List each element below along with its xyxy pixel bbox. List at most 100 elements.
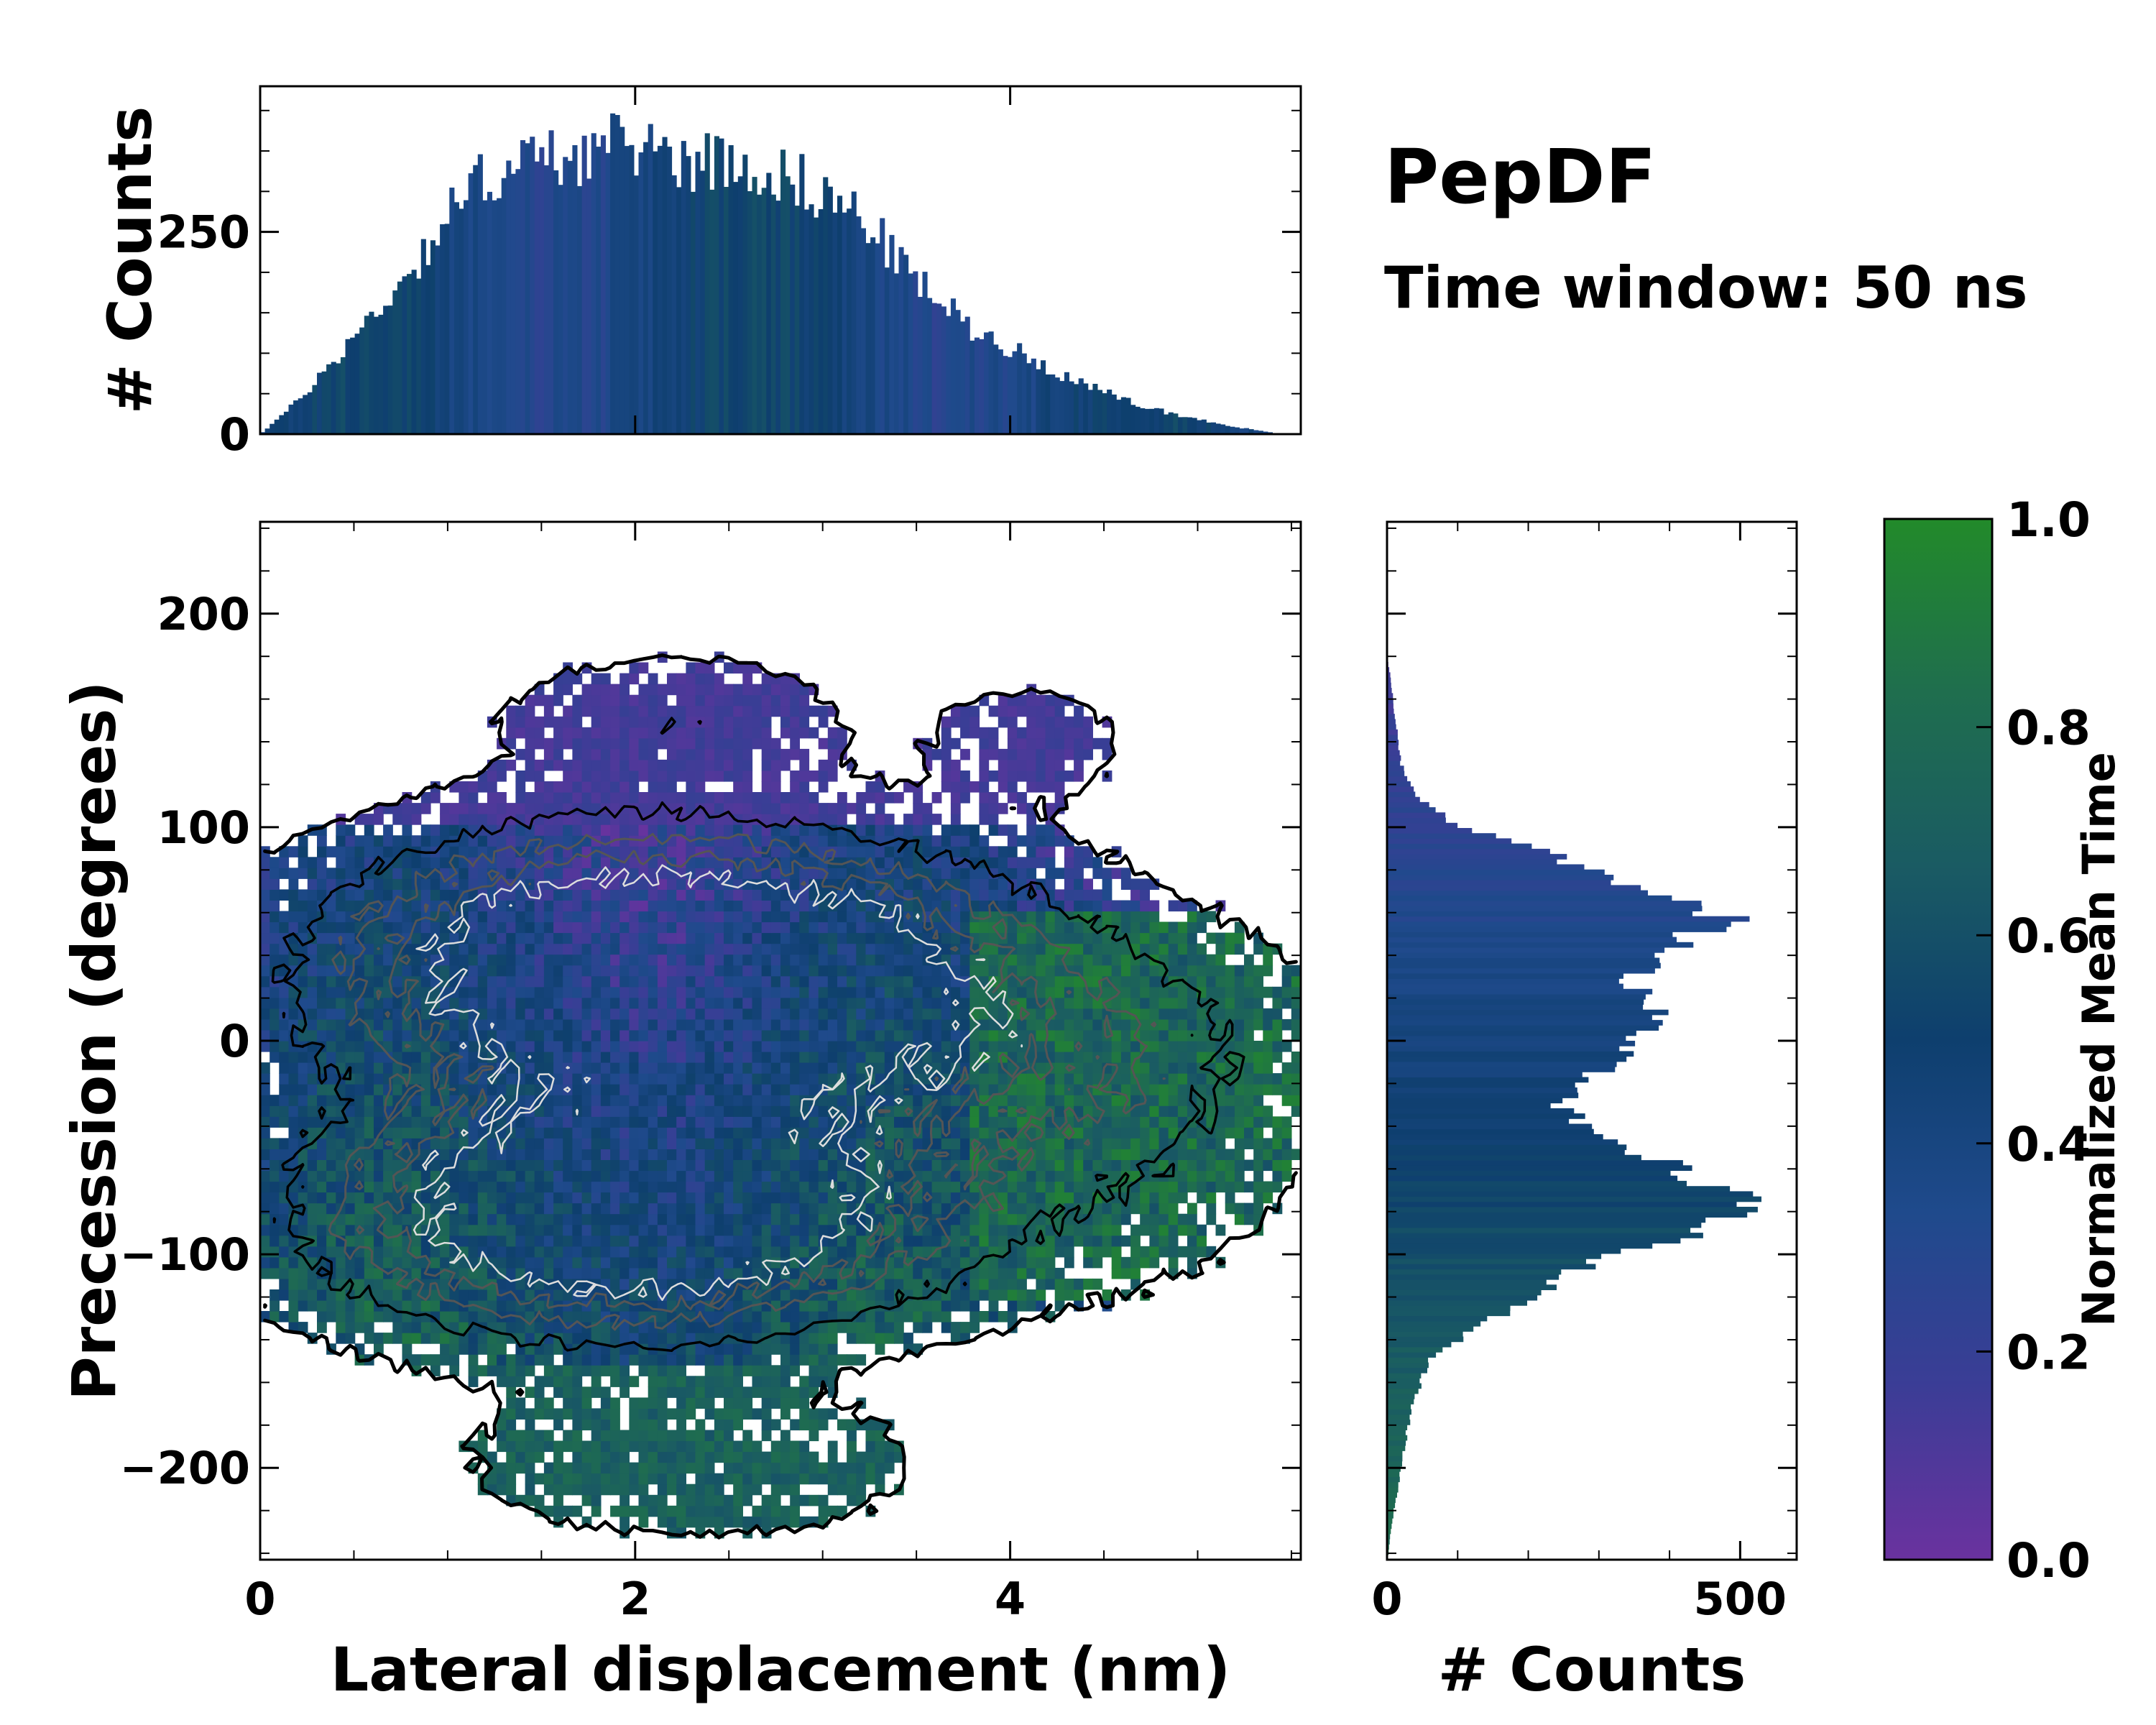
heatmap-cell xyxy=(543,1030,554,1041)
heatmap-cell xyxy=(497,1419,507,1431)
heatmap-cell xyxy=(648,1159,658,1172)
heatmap-cell xyxy=(1130,1246,1141,1258)
heatmap-cell xyxy=(1177,1062,1188,1074)
heatmap-cell xyxy=(1120,1052,1131,1063)
heatmap-cell xyxy=(515,1289,526,1301)
heatmap-cell xyxy=(903,1311,913,1322)
heatmap-cell xyxy=(383,1202,393,1215)
heatmap-cell xyxy=(279,921,290,934)
heatmap-cell xyxy=(307,889,318,901)
heatmap-cell xyxy=(497,1430,507,1442)
heatmap-cell xyxy=(336,1018,346,1031)
heatmap-cell xyxy=(364,1073,374,1085)
heatmap-cell xyxy=(667,943,677,955)
heatmap-cell xyxy=(648,1386,658,1398)
heatmap-cell xyxy=(790,1008,800,1020)
heatmap-cell xyxy=(1064,900,1074,912)
heatmap-cell xyxy=(487,1365,497,1376)
heatmap-cell xyxy=(354,1235,365,1247)
heatmap-cell xyxy=(704,1256,715,1269)
heatmap-cell xyxy=(638,965,649,977)
heatmap-cell xyxy=(468,986,479,998)
heatmap-cell xyxy=(581,1202,592,1215)
heatmap-cell xyxy=(459,986,469,998)
heatmap-cell xyxy=(837,1192,847,1204)
heatmap-cell xyxy=(761,1062,772,1074)
heatmap-cell xyxy=(307,1127,318,1138)
heatmap-cell xyxy=(515,1462,526,1474)
heatmap-cell xyxy=(591,1354,602,1366)
heatmap-cell xyxy=(960,1159,970,1172)
heatmap-cell xyxy=(761,965,772,977)
heatmap-cell xyxy=(676,1267,686,1279)
heatmap-cell xyxy=(913,1159,923,1172)
heatmap-cell xyxy=(553,900,563,912)
heatmap-cell xyxy=(638,1462,649,1474)
heatmap-cell xyxy=(1215,1116,1226,1128)
heatmap-cell xyxy=(279,1278,290,1290)
heatmap-cell xyxy=(714,1343,724,1355)
heatmap-cell xyxy=(780,1376,791,1387)
heatmap-cell xyxy=(704,1224,715,1236)
heatmap-cell xyxy=(515,986,526,998)
heatmap-cell xyxy=(799,1008,810,1020)
heatmap-cell xyxy=(1149,1138,1160,1149)
heatmap-cell xyxy=(837,1267,847,1279)
heatmap-cell xyxy=(704,1095,715,1106)
heatmap-cell xyxy=(724,1062,734,1074)
heatmap-cell xyxy=(619,1116,630,1128)
heatmap-cell xyxy=(988,965,999,977)
heatmap-cell xyxy=(1054,1052,1065,1063)
heatmap-cell xyxy=(1120,1235,1131,1247)
heatmap-cell xyxy=(336,1170,346,1182)
heatmap-cell xyxy=(780,1505,791,1517)
heatmap-cell xyxy=(1017,932,1027,944)
heatmap-cell xyxy=(525,1213,535,1225)
heatmap-cell xyxy=(383,1149,393,1160)
heatmap-cell xyxy=(497,997,507,1009)
heatmap-cell xyxy=(1168,1084,1179,1095)
heatmap-cell xyxy=(1083,932,1093,944)
heatmap-cell xyxy=(1054,1246,1065,1258)
heatmap-cell xyxy=(1064,932,1074,944)
heatmap-cell xyxy=(477,1202,488,1215)
heatmap-cell xyxy=(714,921,724,934)
heatmap-cell xyxy=(1253,1202,1263,1215)
heatmap-cell xyxy=(563,1246,573,1258)
heatmap-cell xyxy=(780,1030,791,1041)
heatmap-cell xyxy=(638,975,649,988)
heatmap-cell xyxy=(676,1105,686,1117)
heatmap-cell xyxy=(506,997,517,1009)
heatmap-cell xyxy=(657,975,668,988)
heatmap-cell xyxy=(260,1170,270,1182)
heatmap-cell xyxy=(1149,1041,1160,1052)
heatmap-cell xyxy=(856,1181,867,1193)
heatmap-cell xyxy=(1272,1159,1283,1172)
heatmap-cell xyxy=(515,965,526,977)
heatmap-cell xyxy=(979,997,990,1009)
heatmap-cell xyxy=(667,1192,677,1204)
heatmap-cell xyxy=(1111,1235,1122,1247)
heatmap-cell xyxy=(648,1494,658,1506)
heatmap-cell xyxy=(364,878,374,890)
heatmap-cell xyxy=(515,975,526,988)
heatmap-cell xyxy=(402,1343,413,1355)
heatmap-cell xyxy=(780,1289,791,1301)
heatmap-cell xyxy=(591,1181,602,1193)
heatmap-cell xyxy=(988,1267,999,1279)
heatmap-cell xyxy=(733,1041,743,1052)
heatmap-cell xyxy=(1281,997,1292,1009)
heatmap-cell xyxy=(1054,975,1065,988)
heatmap-cell xyxy=(543,986,554,998)
heatmap-cell xyxy=(326,975,336,988)
heatmap-cell xyxy=(1092,954,1103,966)
heatmap-cell xyxy=(856,1289,867,1301)
heatmap-cell xyxy=(1225,1181,1235,1193)
heatmap-cell xyxy=(724,965,734,977)
heatmap-cell xyxy=(629,1246,640,1258)
heatmap-cell xyxy=(1187,943,1197,955)
heatmap-cell xyxy=(657,1376,668,1387)
heatmap-cell xyxy=(449,1289,460,1301)
heatmap-cell xyxy=(686,1484,696,1496)
heatmap-cell xyxy=(572,932,583,944)
